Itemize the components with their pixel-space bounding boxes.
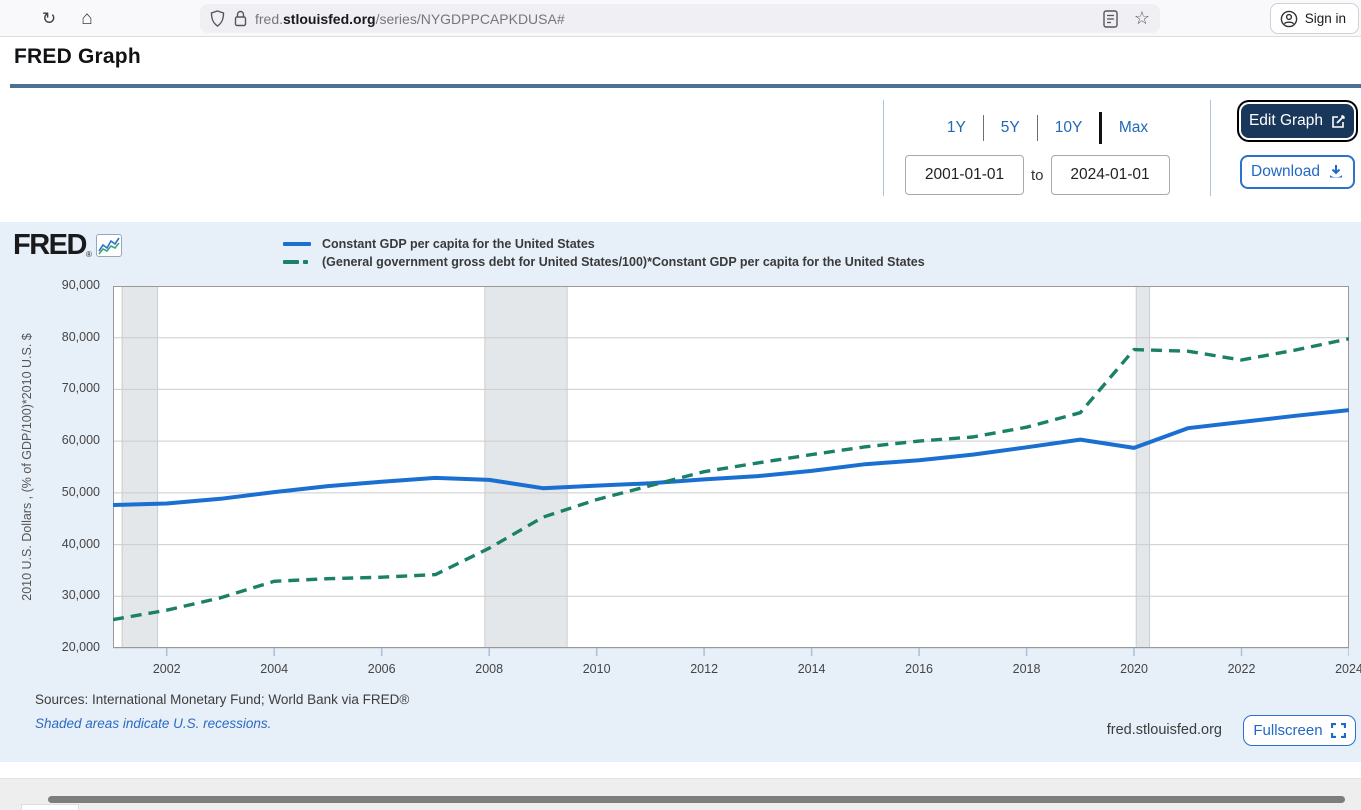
- plot-svg: [112, 285, 1350, 656]
- sign-in-label: Sign in: [1304, 11, 1346, 26]
- x-tick-label: 2010: [582, 662, 611, 676]
- recession-note-link[interactable]: Shaded areas indicate U.S. recessions.: [35, 716, 272, 731]
- url-domain: stlouisfed.org: [283, 10, 376, 27]
- controls-divider-left: [883, 100, 884, 196]
- lock-icon: [234, 10, 247, 27]
- zoom-range-links: 1Y 5Y 10Y Max: [905, 112, 1190, 144]
- range-separator: [982, 115, 984, 141]
- y-tick-label: 50,000: [61, 484, 100, 499]
- range-link-5y[interactable]: 5Y: [1000, 119, 1020, 136]
- date-to-input[interactable]: 2024-01-01: [1050, 155, 1170, 195]
- legend-solid-line-swatch: [283, 242, 313, 246]
- edit-graph-button[interactable]: Edit Graph: [1241, 104, 1354, 138]
- y-tick-label: 20,000: [61, 640, 100, 654]
- address-bar[interactable]: fred.stlouisfed.org/series/NYGDPPCAPKDUS…: [200, 4, 1160, 33]
- range-link-max[interactable]: Max: [1118, 119, 1149, 136]
- fred-logo: FRED ®: [13, 229, 122, 261]
- x-tick-label: 2020: [1120, 662, 1148, 676]
- fred-watermark: fred.stlouisfed.org: [1106, 722, 1222, 738]
- plot-area[interactable]: [112, 285, 1350, 658]
- legend-label: (General government gross debt for Unite…: [322, 255, 925, 269]
- range-link-10y[interactable]: 10Y: [1054, 119, 1083, 136]
- x-tick-label: 2004: [260, 662, 289, 676]
- download-button[interactable]: Download: [1240, 155, 1355, 189]
- y-tick-label: 60,000: [61, 433, 100, 448]
- link-preview: [21, 804, 79, 810]
- reader-view-icon[interactable]: [1103, 9, 1118, 28]
- horizontal-scrollbar[interactable]: [48, 796, 1345, 803]
- date-to-label: to: [1031, 166, 1044, 184]
- date-from-input[interactable]: 2001-01-01: [905, 155, 1024, 195]
- range-link-1y[interactable]: 1Y: [946, 119, 966, 136]
- range-separator: [1099, 112, 1102, 144]
- y-tick-label: 70,000: [61, 381, 100, 396]
- x-tick-label: 2018: [1012, 662, 1041, 676]
- controls-divider-right: [1210, 100, 1211, 196]
- x-tick-label: 2008: [475, 662, 504, 676]
- sign-in-button[interactable]: Sign in: [1269, 3, 1359, 34]
- reload-icon[interactable]: ↻: [41, 9, 57, 28]
- page-title: FRED Graph: [14, 45, 141, 68]
- legend-label: Constant GDP per capita for the United S…: [322, 237, 595, 251]
- x-tick-label: 2016: [905, 662, 933, 676]
- x-tick-label: 2024: [1335, 662, 1361, 676]
- range-separator: [1036, 115, 1038, 141]
- fred-logo-text: FRED: [13, 229, 87, 261]
- edit-icon: [1332, 114, 1346, 128]
- series-line-solid: [112, 408, 1350, 507]
- graph-panel: FRED ® Constant GDP per capita for the U…: [0, 222, 1361, 762]
- account-icon: [1280, 10, 1298, 27]
- recession-band: [1135, 286, 1151, 648]
- x-tick-label: 2006: [367, 662, 396, 676]
- date-range-row: 2001-01-01 to 2024-01-01: [905, 155, 1170, 195]
- bottom-strip: [0, 778, 1361, 810]
- y-tick-label: 40,000: [61, 536, 100, 551]
- plot-background: [113, 286, 1349, 648]
- bookmark-star-icon[interactable]: ☆: [1133, 8, 1150, 28]
- y-tick-label: 80,000: [61, 329, 100, 344]
- url-path: /series/NYGDPPCAPKDUSA#: [375, 10, 565, 27]
- y-tick-label: 30,000: [61, 588, 100, 603]
- fullscreen-label: Fullscreen: [1253, 722, 1323, 739]
- recession-band: [484, 286, 568, 648]
- chart-legend: Constant GDP per capita for the United S…: [283, 235, 925, 271]
- shield-icon: [210, 10, 225, 27]
- home-icon[interactable]: ⌂: [81, 8, 93, 29]
- recession-band: [121, 286, 159, 648]
- x-tick-label: 2012: [690, 662, 719, 676]
- url-prefix: fred.: [255, 10, 284, 27]
- browser-toolbar: ↻ ⌂ fred.stlouisfed.org/series/NYGDPPCAP…: [0, 0, 1361, 37]
- legend-row: (General government gross debt for Unite…: [283, 253, 925, 271]
- sources-text: Sources: International Monetary Fund; Wo…: [35, 692, 410, 707]
- fullscreen-button[interactable]: Fullscreen: [1243, 715, 1356, 746]
- series-line-dashed: [112, 337, 1350, 622]
- legend-dashed-line-swatch: [283, 260, 313, 264]
- x-tick-label: 2014: [797, 662, 826, 676]
- download-label: Download: [1251, 163, 1320, 180]
- download-icon: [1329, 165, 1342, 178]
- plot-border: [113, 286, 1349, 648]
- fred-chart-icon: [95, 234, 122, 257]
- registered-mark: ®: [85, 250, 92, 259]
- y-tick-label: 90,000: [61, 278, 100, 292]
- x-tick-label: 2022: [1227, 662, 1256, 676]
- url-text: fred.stlouisfed.org/series/NYGDPPCAPKDUS…: [255, 11, 1103, 27]
- edit-graph-label: Edit Graph: [1248, 112, 1324, 129]
- title-divider: [10, 84, 1361, 88]
- x-tick-label: 2002: [152, 662, 181, 676]
- legend-row: Constant GDP per capita for the United S…: [283, 235, 925, 253]
- fullscreen-icon: [1330, 723, 1346, 738]
